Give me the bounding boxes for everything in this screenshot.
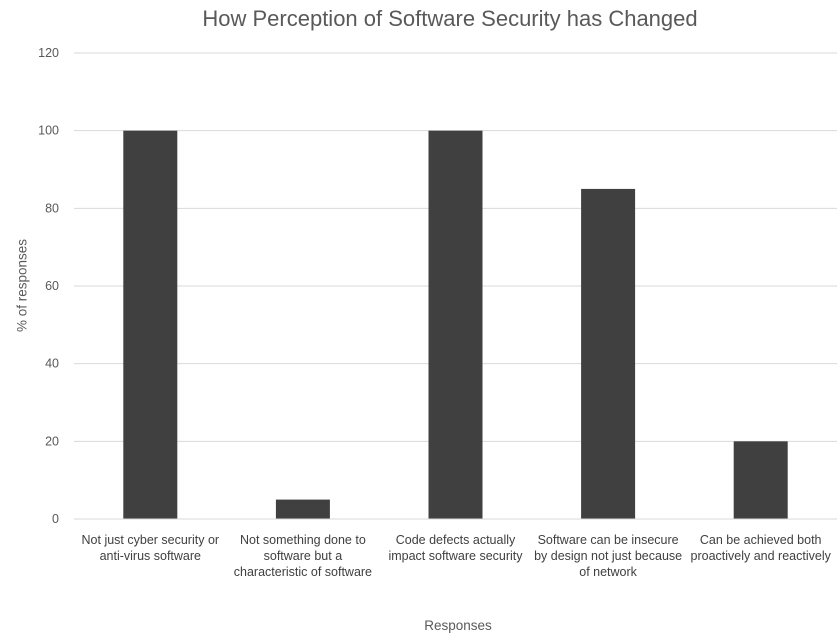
bar <box>428 130 483 519</box>
y-tick-label: 120 <box>38 46 59 60</box>
x-tick-label: Software can be insecure by design not j… <box>534 533 683 579</box>
bars <box>123 130 788 519</box>
bar <box>581 188 636 519</box>
y-tick-label: 60 <box>45 279 59 293</box>
y-tick-label: 80 <box>45 201 59 215</box>
x-tick-label: Can be achieved both proactively and rea… <box>690 533 831 563</box>
y-axis-ticks: 0 20 40 60 80 100 120 <box>38 46 59 526</box>
y-tick-label: 0 <box>52 512 59 526</box>
y-tick-label: 40 <box>45 357 59 371</box>
y-tick-label: 100 <box>38 124 59 138</box>
bar <box>123 130 178 519</box>
y-tick-label: 20 <box>45 434 59 448</box>
bar <box>275 499 330 519</box>
x-tick-label: Not just cyber security or anti-virus so… <box>81 533 220 563</box>
x-axis-label: Responses <box>424 618 492 633</box>
y-axis-label: % of responses <box>14 238 30 333</box>
x-tick-label: Code defects actually impact software se… <box>388 533 523 563</box>
x-tick-label: Not something done to software but a cha… <box>233 533 373 579</box>
chart-title: How Perception of Software Security has … <box>202 6 698 31</box>
bar <box>733 441 788 519</box>
